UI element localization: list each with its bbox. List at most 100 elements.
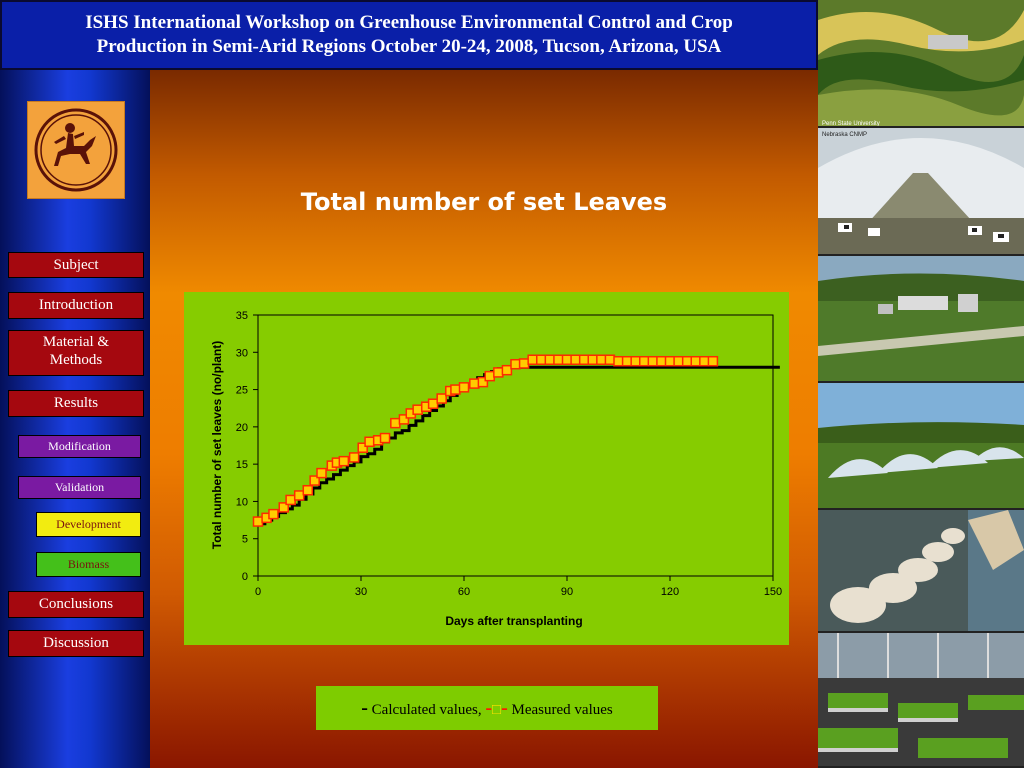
measured-value-point bbox=[316, 467, 327, 479]
measured-value-point bbox=[293, 490, 305, 501]
measured-value-point bbox=[450, 384, 461, 395]
nav-results-label: Results bbox=[53, 395, 99, 411]
nav-validation[interactable]: Validation bbox=[18, 476, 141, 499]
y-tick-label: 20 bbox=[236, 422, 248, 434]
measured-value-point bbox=[268, 508, 279, 520]
measured-value-point bbox=[673, 355, 684, 367]
measured-value-point bbox=[436, 393, 447, 404]
photo-farmstead bbox=[818, 256, 1024, 383]
measured-value-point bbox=[544, 354, 556, 365]
y-tick-label: 30 bbox=[236, 347, 248, 359]
header-title-line1: ISHS International Workshop on Greenhous… bbox=[85, 12, 733, 33]
photo-strip: Penn State University Nebraska CNMP bbox=[818, 0, 1024, 768]
nav-subject[interactable]: Subject bbox=[8, 252, 144, 278]
x-tick-label: 150 bbox=[764, 586, 782, 598]
measured-value-point bbox=[469, 378, 480, 389]
measured-value-point bbox=[570, 354, 581, 365]
measured-value-point bbox=[398, 414, 410, 425]
plot-area-frame bbox=[257, 314, 774, 577]
nav-modification[interactable]: Modification bbox=[18, 435, 141, 458]
photo-farm-fields: Penn State University bbox=[818, 0, 1024, 128]
photo-sheep bbox=[818, 510, 1024, 633]
sidebar: Subject Introduction Material & Methods … bbox=[0, 70, 150, 768]
legend-calc-marker: - bbox=[361, 697, 368, 719]
measured-value-point bbox=[278, 502, 289, 513]
measured-value-point bbox=[561, 354, 573, 365]
measured-value-point bbox=[681, 355, 693, 367]
legend-calc-label: Calculated values, bbox=[371, 702, 482, 718]
measured-value-point bbox=[587, 354, 598, 365]
nav-modification-label: Modification bbox=[48, 439, 111, 453]
measured-value-point bbox=[518, 358, 530, 369]
measured-value-point bbox=[412, 404, 423, 415]
nav-discussion[interactable]: Discussion bbox=[8, 630, 144, 657]
slide-header: ISHS International Workshop on Greenhous… bbox=[0, 0, 818, 70]
measured-value-point bbox=[596, 354, 607, 365]
measured-value-point bbox=[699, 355, 710, 367]
calculated-values-line bbox=[258, 365, 780, 526]
measured-value-point bbox=[536, 354, 547, 365]
legend-meas-marker-right: - bbox=[501, 697, 508, 719]
measured-value-point bbox=[493, 367, 504, 378]
nav-introduction[interactable]: Introduction bbox=[8, 292, 144, 319]
y-tick-label: 5 bbox=[242, 534, 248, 546]
legend-meas-label: Measured values bbox=[511, 702, 613, 718]
nav-subject-label: Subject bbox=[53, 257, 99, 273]
photo-dairy-barn: Nebraska CNMP bbox=[818, 128, 1024, 256]
measured-value-point bbox=[338, 455, 350, 467]
main-content: Total number of set Leaves 0 5 10 15 20 25 30 3… bbox=[150, 70, 818, 768]
measured-value-point bbox=[647, 355, 659, 367]
measured-value-point bbox=[302, 484, 314, 496]
measured-value-point bbox=[578, 354, 590, 365]
nav-material-label: Material & bbox=[42, 334, 110, 350]
measured-value-point bbox=[364, 436, 375, 448]
measured-value-point bbox=[664, 355, 676, 367]
y-tick-label: 35 bbox=[236, 310, 248, 322]
measured-value-point bbox=[656, 355, 667, 367]
measured-value-point bbox=[690, 355, 701, 367]
nav-introduction-label: Introduction bbox=[38, 297, 114, 313]
measured-value-point bbox=[252, 516, 264, 527]
measured-value-point bbox=[390, 417, 401, 429]
centaur-logo bbox=[27, 101, 125, 199]
header-title-line2: Production in Semi-Arid Regions October … bbox=[96, 36, 722, 57]
chart-legend: - Calculated values, -□- Measured values bbox=[316, 686, 658, 730]
photo-hoop-houses bbox=[818, 383, 1024, 510]
measured-value-point bbox=[458, 382, 470, 393]
measured-value-point bbox=[630, 355, 641, 367]
slide-title: Total number of set Leaves bbox=[300, 188, 668, 216]
nav-discussion-label: Discussion bbox=[43, 635, 109, 651]
measured-value-point bbox=[427, 398, 439, 409]
measured-value-point bbox=[510, 358, 521, 370]
measured-value-point bbox=[553, 354, 564, 365]
nav-validation-label: Validation bbox=[54, 480, 105, 494]
nav-development-label: Development bbox=[56, 517, 121, 531]
photo-caption-nebraska: Nebraska CNMP bbox=[822, 132, 867, 138]
nav-biomass[interactable]: Biomass bbox=[36, 552, 141, 577]
measured-value-point bbox=[621, 355, 633, 367]
measured-value-point bbox=[357, 442, 368, 453]
measured-value-point bbox=[527, 354, 538, 365]
x-tick-label: 0 bbox=[255, 586, 261, 598]
chart: 0 5 10 15 20 25 30 35 0 30 60 90 120 150 Days after t… bbox=[210, 310, 782, 628]
measured-value-point bbox=[285, 494, 296, 506]
measured-value-point bbox=[309, 475, 320, 486]
measured-value-point bbox=[484, 370, 495, 382]
nav-material-methods[interactable]: Material & Methods bbox=[8, 330, 144, 376]
nav-development[interactable]: Development bbox=[36, 512, 141, 537]
x-tick-label: 90 bbox=[561, 586, 573, 598]
photo-greenhouse-trays bbox=[818, 633, 1024, 768]
measured-value-point bbox=[501, 364, 513, 376]
nav-conclusions-label: Conclusions bbox=[38, 596, 114, 612]
y-tick-label: 25 bbox=[236, 385, 248, 397]
nav-results[interactable]: Results bbox=[8, 390, 144, 417]
x-tick-label: 60 bbox=[458, 586, 470, 598]
y-tick-label: 10 bbox=[236, 496, 248, 508]
chart-panel: 0 5 10 15 20 25 30 35 0 30 60 90 120 150 Days after t… bbox=[184, 292, 789, 645]
measured-value-point bbox=[639, 355, 650, 367]
measured-value-point bbox=[477, 376, 489, 388]
nav-conclusions[interactable]: Conclusions bbox=[8, 591, 144, 618]
y-tick-label: 0 bbox=[242, 571, 248, 583]
nav-biomass-label: Biomass bbox=[67, 557, 110, 571]
x-axis-label: Days after transplanting bbox=[445, 614, 582, 628]
